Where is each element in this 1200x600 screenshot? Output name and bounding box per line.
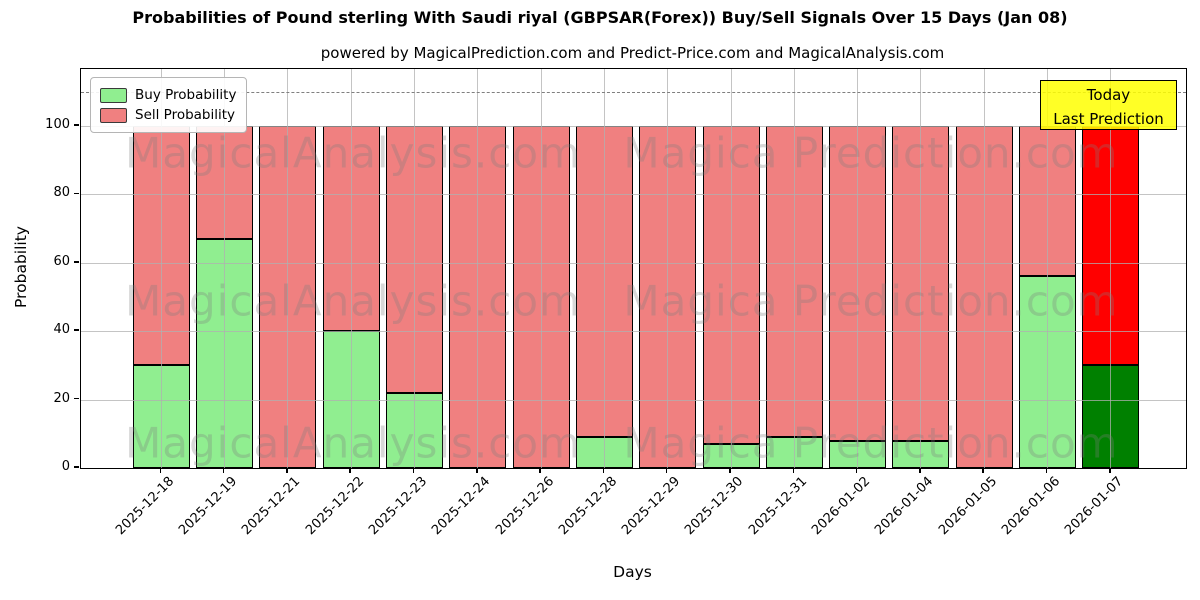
v-gridline (730, 69, 732, 468)
x-tick-mark (919, 468, 921, 473)
h-gridline (81, 331, 1186, 333)
x-tick-mark (539, 468, 541, 473)
v-gridline (920, 69, 922, 468)
x-tick-label: 2025-12-21 (239, 474, 304, 539)
x-tick-label: 2026-01-07 (1062, 474, 1127, 539)
y-tick-mark (74, 466, 79, 468)
legend-label-buy: Buy Probability (135, 87, 237, 103)
x-tick-mark (792, 468, 795, 473)
y-tick-label: 40 (53, 322, 70, 338)
x-tick-mark (349, 468, 351, 473)
y-tick-label: 80 (53, 185, 70, 201)
watermark-text: Magica Prediction.com (623, 418, 1119, 468)
y-axis-label: Probability (12, 226, 30, 308)
x-tick-mark (855, 468, 858, 473)
h-gridline (81, 399, 1186, 401)
v-gridline (224, 69, 226, 468)
watermark-text: MagicalAnalysis.com (125, 128, 581, 178)
x-tick-mark (982, 468, 984, 473)
v-gridline (667, 69, 669, 468)
x-tick-label: 2025-12-22 (302, 474, 367, 539)
watermark-text: Magica Prediction.com (623, 276, 1119, 326)
y-tick-label: 0 (61, 459, 70, 474)
v-gridline (603, 69, 605, 468)
x-tick-label: 2025-12-28 (555, 474, 621, 539)
y-tick-mark (74, 192, 79, 195)
x-tick-label: 2025-12-23 (366, 474, 431, 539)
x-tick-label: 2026-01-04 (872, 474, 937, 539)
x-tick-label: 2026-01-06 (999, 474, 1064, 539)
x-tick-label: 2025-12-24 (429, 474, 494, 539)
y-tick-label: 60 (53, 253, 70, 269)
legend-item-sell: Sell Probability (100, 105, 236, 125)
v-gridline (983, 69, 985, 468)
x-tick-label: 2025-12-29 (619, 474, 684, 539)
x-tick-mark (1045, 468, 1048, 473)
watermark-text: Magica Prediction.com (623, 128, 1119, 178)
x-tick-mark (665, 468, 668, 473)
plot-area: Buy Probability Sell Probability Today L… (80, 68, 1187, 469)
v-gridline (793, 69, 795, 468)
h-gridline (81, 262, 1186, 264)
x-tick-mark (729, 468, 731, 473)
y-tick-mark (74, 261, 79, 263)
x-tick-mark (159, 468, 162, 473)
today-annotation-box: Today Last Prediction (1040, 80, 1177, 130)
buy-swatch (100, 87, 127, 103)
legend-item-buy: Buy Probability (100, 85, 236, 105)
x-tick-label: 2025-12-18 (112, 474, 177, 539)
v-gridline (414, 69, 415, 468)
h-gridline (81, 126, 1186, 127)
v-gridline (1110, 69, 1112, 468)
y-tick-label: 20 (53, 390, 70, 406)
y-tick-mark (74, 329, 79, 331)
x-tick-mark (1109, 468, 1111, 473)
today-annotation-line2: Last Prediction (1053, 110, 1164, 128)
v-gridline (477, 69, 479, 468)
chart-subtitle: powered by MagicalPrediction.com and Pre… (320, 44, 945, 62)
v-gridline (1047, 69, 1048, 468)
legend-label-sell: Sell Probability (135, 107, 236, 123)
x-tick-label: 2025-12-30 (682, 474, 747, 539)
watermark-text: MagicalAnalysis.com (125, 276, 581, 326)
today-annotation-line1: Today (1086, 86, 1131, 104)
x-tick-label: 2026-01-05 (935, 474, 1000, 539)
x-tick-mark (602, 468, 605, 473)
v-gridline (540, 69, 542, 468)
v-gridline (287, 69, 289, 468)
h-gridline (81, 194, 1186, 196)
x-tick-mark (476, 468, 478, 473)
dashed-threshold-line (81, 91, 1186, 93)
y-tick-label: 100 (45, 117, 70, 132)
chart-title: Probabilities of Pound sterling With Sau… (132, 8, 1068, 27)
watermark-text: MagicalAnalysis.com (125, 418, 581, 468)
y-tick-mark (74, 397, 79, 400)
v-gridline (350, 69, 352, 468)
x-tick-mark (412, 468, 415, 473)
y-tick-mark (74, 124, 79, 126)
v-gridline (160, 69, 162, 468)
x-tick-mark (222, 468, 225, 473)
x-tick-label: 2025-12-31 (745, 474, 810, 539)
legend: Buy Probability Sell Probability (90, 77, 248, 133)
x-tick-label: 2025-12-26 (492, 474, 557, 539)
x-tick-mark (286, 468, 288, 473)
x-tick-label: 2026-01-02 (809, 474, 874, 539)
sell-swatch (100, 107, 127, 123)
v-gridline (857, 69, 859, 468)
x-axis-label: Days (613, 563, 652, 581)
x-tick-label: 2025-12-19 (176, 474, 241, 539)
